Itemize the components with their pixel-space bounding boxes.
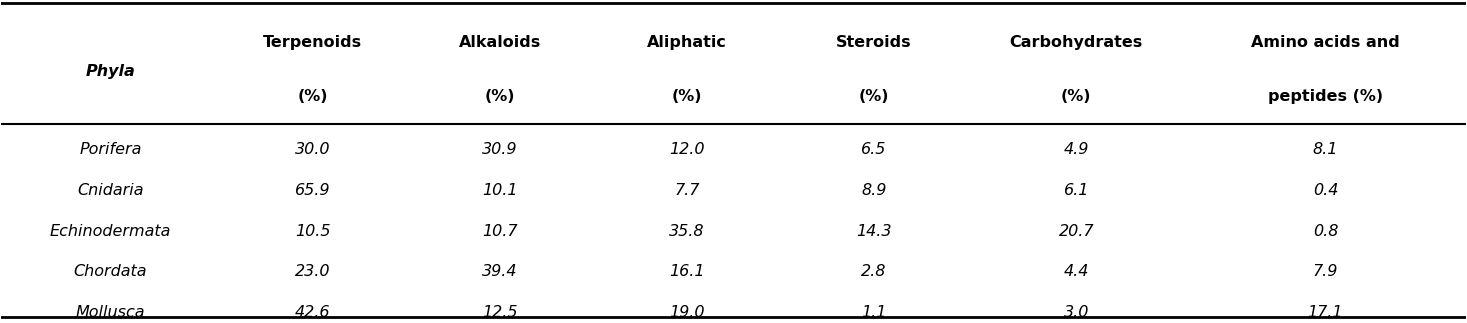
- Text: 4.9: 4.9: [1064, 141, 1089, 157]
- Text: 2.8: 2.8: [861, 264, 886, 279]
- Text: 23.0: 23.0: [295, 264, 330, 279]
- Text: Carbohydrates: Carbohydrates: [1009, 35, 1143, 50]
- Text: 8.1: 8.1: [1313, 141, 1338, 157]
- Text: (%): (%): [1061, 89, 1091, 104]
- Text: peptides (%): peptides (%): [1267, 89, 1383, 104]
- Text: (%): (%): [298, 89, 329, 104]
- Text: Porifera: Porifera: [79, 141, 142, 157]
- Text: 16.1: 16.1: [669, 264, 704, 279]
- Text: Steroids: Steroids: [836, 35, 911, 50]
- Text: Cnidaria: Cnidaria: [78, 183, 144, 198]
- Text: 65.9: 65.9: [295, 183, 330, 198]
- Text: 3.0: 3.0: [1064, 305, 1089, 320]
- Text: 19.0: 19.0: [669, 305, 704, 320]
- Text: 8.9: 8.9: [861, 183, 886, 198]
- Text: 14.3: 14.3: [855, 224, 892, 239]
- Text: 12.0: 12.0: [669, 141, 704, 157]
- Text: Terpenoids: Terpenoids: [264, 35, 362, 50]
- Text: Amino acids and: Amino acids and: [1251, 35, 1400, 50]
- Text: 30.0: 30.0: [295, 141, 330, 157]
- Text: 20.7: 20.7: [1058, 224, 1094, 239]
- Text: 10.7: 10.7: [483, 224, 518, 239]
- Text: 7.9: 7.9: [1313, 264, 1338, 279]
- Text: Echinodermata: Echinodermata: [50, 224, 172, 239]
- Text: 7.7: 7.7: [673, 183, 700, 198]
- Text: 4.4: 4.4: [1064, 264, 1089, 279]
- Text: 42.6: 42.6: [295, 305, 330, 320]
- Text: Aliphatic: Aliphatic: [647, 35, 726, 50]
- Text: Alkaloids: Alkaloids: [459, 35, 541, 50]
- Text: 6.5: 6.5: [861, 141, 886, 157]
- Text: 1.1: 1.1: [861, 305, 886, 320]
- Text: 12.5: 12.5: [483, 305, 518, 320]
- Text: Chordata: Chordata: [73, 264, 147, 279]
- Text: (%): (%): [858, 89, 889, 104]
- Text: (%): (%): [484, 89, 515, 104]
- Text: 30.9: 30.9: [483, 141, 518, 157]
- Text: 0.8: 0.8: [1313, 224, 1338, 239]
- Text: (%): (%): [672, 89, 703, 104]
- Text: 35.8: 35.8: [669, 224, 704, 239]
- Text: 39.4: 39.4: [483, 264, 518, 279]
- Text: Phyla: Phyla: [85, 64, 135, 79]
- Text: 0.4: 0.4: [1313, 183, 1338, 198]
- Text: 6.1: 6.1: [1064, 183, 1089, 198]
- Text: 10.5: 10.5: [295, 224, 330, 239]
- Text: 10.1: 10.1: [483, 183, 518, 198]
- Text: 17.1: 17.1: [1307, 305, 1344, 320]
- Text: Mollusca: Mollusca: [76, 305, 145, 320]
